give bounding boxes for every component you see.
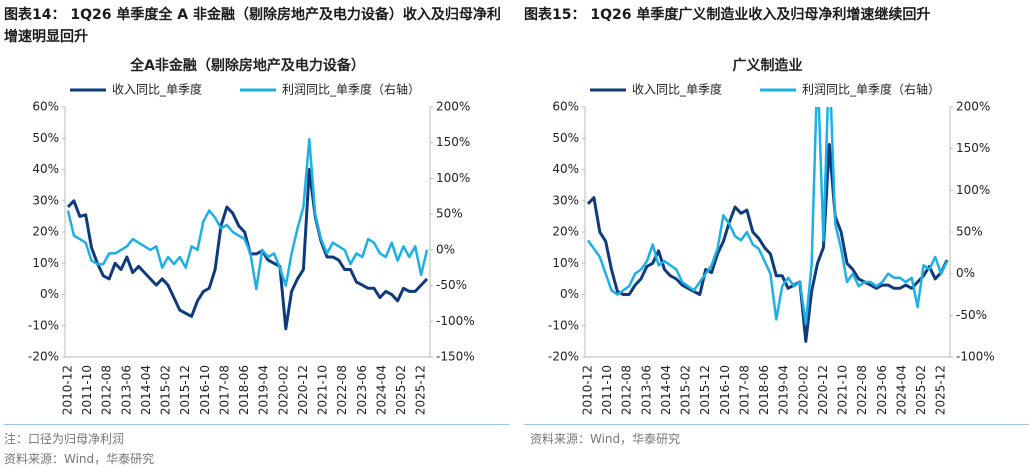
x-tick-label: 2021-10: [316, 365, 330, 415]
x-tick-label: 2015-02: [159, 365, 173, 415]
x-tick-label: 2023-06: [875, 365, 889, 415]
series-line: [586, 107, 949, 325]
x-tick-label: 2020-02: [276, 365, 290, 415]
y2-tick-label: 150%: [956, 141, 990, 155]
x-tick-label: 2019-04: [777, 365, 791, 415]
y2-tick-label: 50%: [956, 225, 983, 239]
y-tick-label: 20%: [552, 225, 579, 239]
x-tick-label: 2020-02: [796, 365, 810, 415]
y-tick-label: 40%: [32, 162, 59, 176]
series-line: [586, 143, 949, 343]
y-tick-label: 20%: [32, 225, 59, 239]
x-tick-label: 2024-04: [374, 365, 388, 415]
x-tick-label: 2014-04: [139, 365, 153, 415]
x-tick-label: 2016-10: [718, 365, 732, 415]
figure-header: 图表14： 1Q26 单季度全 A 非金融（剔除房地产及电力设备）收入及归母净利…: [4, 7, 501, 45]
x-tick-label: 2011-10: [600, 365, 614, 415]
y2-tick-label: -50%: [956, 308, 987, 322]
y2-tick-label: -150%: [436, 350, 475, 364]
x-tick-label: 2010-12: [581, 365, 595, 415]
rule: [524, 424, 1029, 425]
y2-tick-label: 100%: [436, 171, 470, 185]
y2-tick-label: 50%: [436, 207, 463, 221]
legend-label: 利润同比_单季度（右轴）: [802, 82, 940, 97]
footnote: 注：口径为归母净利润: [4, 432, 125, 446]
y-tick-label: 0%: [560, 287, 579, 301]
y-tick-label: 60%: [32, 100, 59, 114]
y-tick-label: 30%: [552, 193, 579, 207]
y-tick-label: 50%: [552, 131, 579, 145]
y2-tick-label: 200%: [956, 100, 990, 114]
y-tick-label: 10%: [32, 256, 59, 270]
x-tick-label: 2025-12: [934, 365, 948, 415]
y-tick-label: -10%: [28, 318, 59, 332]
x-tick-label: 2015-12: [178, 365, 192, 415]
x-tick-label: 2017-08: [737, 365, 751, 415]
y2-tick-label: 200%: [436, 100, 470, 114]
x-tick-label: 2010-12: [61, 365, 75, 415]
y2-tick-label: 0%: [436, 242, 455, 256]
y2-tick-label: 0%: [956, 266, 975, 280]
x-tick-label: 2018-06: [237, 365, 251, 415]
y-tick-label: 30%: [32, 193, 59, 207]
figure-header: 图表15： 1Q26 单季度广义制造业收入及归母净利增速继续回升: [524, 7, 931, 23]
x-tick-label: 2023-06: [355, 365, 369, 415]
x-tick-label: 2018-06: [757, 365, 771, 415]
legend-label: 收入同比_单季度: [632, 82, 722, 97]
x-tick-label: 2025-12: [414, 365, 428, 415]
y2-tick-label: 100%: [956, 183, 990, 197]
x-tick-label: 2024-04: [894, 365, 908, 415]
x-tick-label: 2020-12: [296, 365, 310, 415]
x-tick-label: 2015-02: [679, 365, 693, 415]
legend-label: 利润同比_单季度（右轴）: [282, 82, 420, 97]
y-tick-label: 40%: [552, 162, 579, 176]
x-tick-label: 2014-04: [659, 365, 673, 415]
x-tick-label: 2022-08: [855, 365, 869, 415]
y-tick-label: 0%: [40, 287, 59, 301]
chart-title: 全A非金融（剔除房地产及电力设备）: [129, 57, 365, 74]
rule: [4, 424, 509, 425]
y-tick-label: 60%: [552, 100, 579, 114]
x-tick-label: 2020-12: [816, 365, 830, 415]
x-tick-label: 2013-06: [119, 365, 133, 415]
x-tick-label: 2011-10: [80, 365, 94, 415]
x-tick-label: 2015-12: [698, 365, 712, 415]
y2-tick-label: -50%: [436, 278, 467, 292]
y2-tick-label: 150%: [436, 135, 470, 149]
x-tick-label: 2025-02: [914, 365, 928, 415]
y2-tick-label: -100%: [436, 314, 475, 328]
y-tick-label: 10%: [552, 256, 579, 270]
series-line: [66, 137, 429, 291]
y2-tick-label: -100%: [956, 350, 995, 364]
x-tick-label: 2019-04: [257, 365, 271, 415]
legend-label: 收入同比_单季度: [112, 82, 202, 97]
x-tick-label: 2013-06: [639, 365, 653, 415]
y-tick-label: -10%: [548, 318, 579, 332]
y-tick-label: -20%: [28, 350, 59, 364]
footnote: 资料来源：Wind，华泰研究: [4, 452, 155, 466]
y-tick-label: 50%: [32, 131, 59, 145]
y-tick-label: -20%: [548, 350, 579, 364]
x-tick-label: 2021-10: [836, 365, 850, 415]
x-tick-label: 2016-10: [198, 365, 212, 415]
chart-title: 广义制造业: [733, 57, 803, 74]
x-tick-label: 2012-08: [100, 365, 114, 415]
x-tick-label: 2012-08: [620, 365, 634, 415]
x-tick-label: 2022-08: [335, 365, 349, 415]
x-tick-label: 2025-02: [394, 365, 408, 415]
x-tick-label: 2017-08: [217, 365, 231, 415]
footnote: 资料来源：Wind，华泰研究: [530, 432, 681, 446]
